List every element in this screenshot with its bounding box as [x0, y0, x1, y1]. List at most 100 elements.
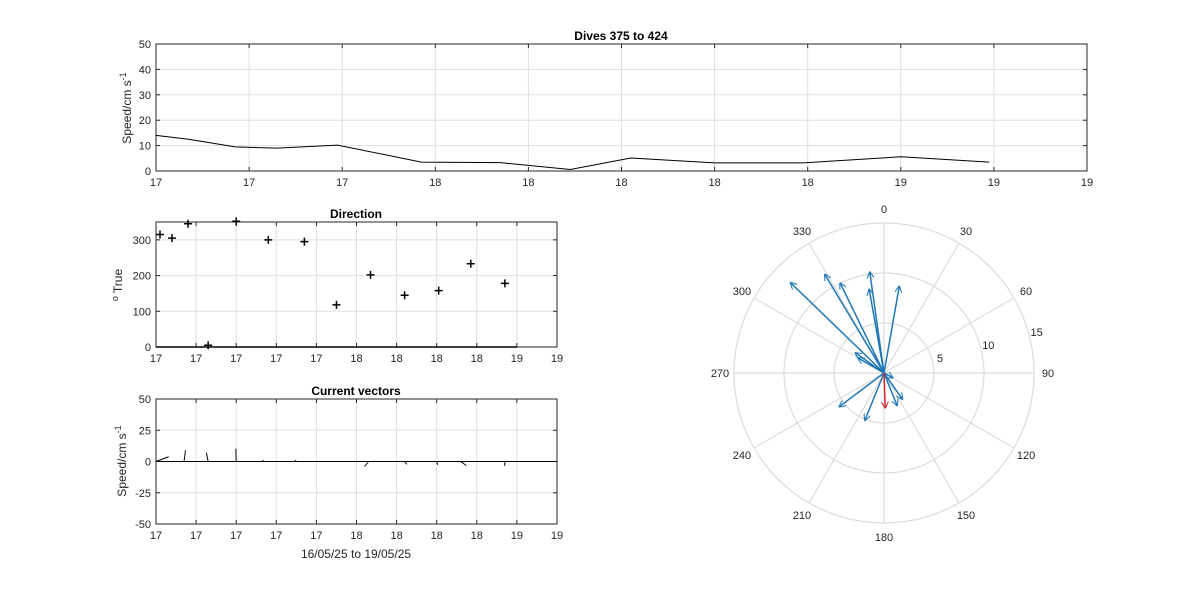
polar-spoke	[883, 372, 1015, 449]
polar-angle-label: 30	[960, 226, 972, 238]
direction-x-tick-label: 19	[551, 353, 563, 365]
direction-point	[168, 234, 177, 243]
polar-radial-label: 15	[1030, 327, 1042, 339]
current-vector-stick	[205, 452, 209, 462]
vectors-y-tick-label: -50	[135, 519, 151, 531]
direction-point	[400, 291, 409, 300]
direction-point	[466, 259, 475, 268]
polar-current-arrow	[869, 289, 885, 374]
vectors-x-tick-label: 17	[230, 530, 242, 542]
polar-current-arrow	[883, 373, 893, 378]
polar-radial-label: 10	[982, 340, 994, 352]
speed-x-tick-label: 18	[522, 177, 534, 189]
polar-spoke	[808, 372, 885, 504]
direction-y-tick-label: 100	[133, 306, 151, 318]
speed-panel: 17 17 17 18 18 18 18 18 19 19 19 0 10 20 30 40 50 Dives …	[118, 29, 1093, 189]
direction-x-tick-label: 17	[190, 353, 202, 365]
polar-radial-label: 5	[937, 353, 943, 365]
speed-y-tick-label: 40	[139, 64, 151, 76]
direction-point	[204, 341, 213, 350]
speed-title: Dives 375 to 424	[574, 29, 668, 43]
polar-current-arrow	[791, 283, 885, 374]
polar-angle-label: 60	[1020, 286, 1032, 298]
direction-tick-labels: 17 17 17 17 17 18 18 18 18 19 19 0 100 200 300	[133, 235, 563, 365]
polar-angle-label: 180	[875, 532, 893, 544]
direction-x-tick-label: 17	[230, 353, 242, 365]
direction-y-tick-label: 300	[133, 235, 151, 247]
direction-x-tick-label: 18	[471, 353, 483, 365]
polar-angle-label: 330	[793, 226, 811, 238]
speed-x-tick-label: 18	[429, 177, 441, 189]
vectors-x-tick-label: 18	[390, 530, 402, 542]
direction-x-tick-label: 17	[270, 353, 282, 365]
vectors-title: Current vectors	[311, 384, 401, 398]
current-vector-stick	[460, 461, 467, 466]
speed-x-tick-label: 17	[336, 177, 348, 189]
speed-y-tick-label: 10	[139, 141, 151, 153]
direction-y-tick-label: 0	[145, 342, 151, 354]
direction-point	[434, 286, 443, 295]
vectors-x-tick-label: 17	[270, 530, 282, 542]
speed-x-tick-label: 19	[1081, 177, 1093, 189]
polar-current-arrow	[883, 286, 899, 374]
direction-gridlines	[155, 222, 558, 348]
vectors-sticks	[155, 448, 506, 467]
direction-point	[500, 279, 509, 288]
current-vector-stick	[364, 461, 369, 467]
speed-x-tick-label: 18	[708, 177, 720, 189]
speed-y-tick-label: 30	[139, 90, 151, 102]
current-vector-stick	[183, 450, 186, 462]
vectors-x-tick-label: 17	[190, 530, 202, 542]
speed-series-line	[155, 134, 990, 171]
current-vector-stick	[155, 456, 169, 462]
speed-x-tick-label: 19	[895, 177, 907, 189]
direction-x-tick-label: 18	[390, 353, 402, 365]
polar-vectors	[791, 272, 903, 420]
direction-title: Direction	[330, 207, 382, 221]
vectors-y-tick-label: 50	[139, 394, 151, 406]
polar-mean-arrow	[884, 372, 885, 408]
polar-gridlines	[733, 222, 1035, 524]
polar-angle-label: 0	[881, 204, 887, 216]
polar-current-arrow	[865, 372, 885, 420]
speed-y-tick-label: 20	[139, 115, 151, 127]
vectors-x-tick-label: 18	[471, 530, 483, 542]
vectors-y-tick-label: 0	[145, 457, 151, 469]
current-vector-stick	[262, 459, 265, 462]
direction-x-tick-label: 18	[431, 353, 443, 365]
speed-y-tick-label: 0	[145, 166, 151, 178]
polar-angle-label: 240	[733, 450, 751, 462]
direction-x-tick-label: 18	[350, 353, 362, 365]
polar-angle-label: 90	[1042, 368, 1054, 380]
vectors-x-axis-label: 16/05/25 to 19/05/25	[301, 547, 411, 561]
polar-spoke	[883, 242, 960, 374]
polar-current-arrow	[825, 274, 885, 374]
vectors-tick-labels: 17 17 17 17 17 18 18 18 18 19 19 50 25 0 -25 -50	[135, 394, 563, 542]
speed-gridlines	[155, 43, 1088, 172]
vectors-y-tick-label: 25	[139, 425, 151, 437]
vectors-x-tick-label: 17	[310, 530, 322, 542]
polar-angle-label: 210	[793, 510, 811, 522]
polar-spoke	[883, 372, 960, 504]
direction-x-tick-label: 17	[310, 353, 322, 365]
speed-y-tick-label: 50	[139, 39, 151, 51]
direction-point	[156, 230, 165, 239]
speed-x-tick-label: 17	[150, 177, 162, 189]
direction-panel: 17 17 17 17 17 18 18 18 18 19 19 0 100 200 300 Directi…	[110, 207, 563, 365]
polar-angle-label: 150	[957, 510, 975, 522]
vectors-x-tick-label: 19	[551, 530, 563, 542]
speed-y-axis-label: Speed/cm s-1	[118, 72, 134, 143]
polar-angle-label: 120	[1017, 450, 1035, 462]
speed-x-tick-label: 19	[988, 177, 1000, 189]
speed-tick-labels: 17 17 17 18 18 18 18 18 19 19 19 0 10 20 30 40 50	[139, 39, 1093, 189]
direction-point	[184, 219, 193, 228]
speed-x-tick-label: 18	[802, 177, 814, 189]
vectors-x-tick-label: 17	[150, 530, 162, 542]
direction-point	[264, 235, 273, 244]
vectors-x-tick-label: 18	[350, 530, 362, 542]
speed-x-tick-label: 18	[615, 177, 627, 189]
polar-current-arrow	[840, 283, 885, 374]
